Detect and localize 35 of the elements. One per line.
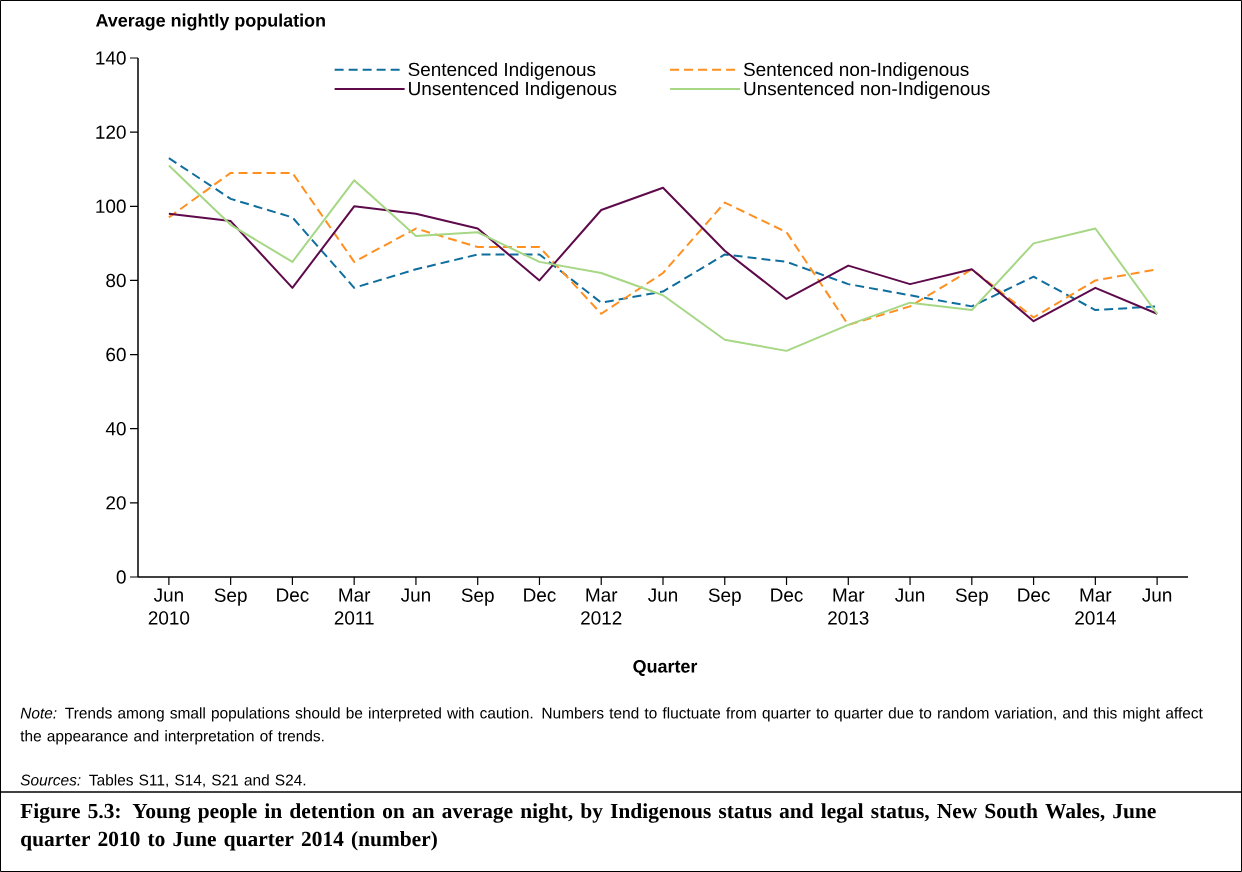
x-tick-label: Mar 2011 xyxy=(334,588,374,625)
y-axis-title: Average nightly population xyxy=(95,13,325,31)
x-tick-label: Jun xyxy=(895,588,925,602)
x-tick-label: Dec xyxy=(524,588,556,602)
x-tick-label: Mar 2014 xyxy=(1075,588,1116,625)
legend-label: Unsentenced Indigenous xyxy=(409,81,617,100)
x-tick-label: Jun xyxy=(400,588,430,602)
x-tick-label: Jun xyxy=(1142,588,1172,602)
legend-label: Sentenced Indigenous xyxy=(408,62,596,80)
y-tick-label: 40 xyxy=(105,422,126,436)
line-series xyxy=(167,164,1159,352)
x-tick-label: Jun xyxy=(648,588,678,602)
legend-label: Unsentenced non-Indigenous xyxy=(744,81,990,100)
y-tick-label: 20 xyxy=(106,496,126,510)
y-tick-label: 100 xyxy=(96,199,126,213)
y-tick-label: 60 xyxy=(106,347,126,362)
x-tick-label: Dec xyxy=(771,588,803,602)
y-tick-label: 120 xyxy=(96,125,126,139)
y-tick-label: 0 xyxy=(116,570,126,584)
y-tick-label: 80 xyxy=(106,273,126,288)
x-tick-label: Dec xyxy=(277,588,309,602)
x-tick-label: Jun 2010 xyxy=(148,588,190,625)
x-tick-label: Sep xyxy=(708,588,741,606)
x-tick-label: Sep xyxy=(461,588,494,606)
text: Note: Trends among small populations should be interpreted with caution. Numbers tend to fluctuate from quarter to quarter due to random variation, and this might affect the appearance and interpretation of trends. xyxy=(20,707,1203,745)
x-axis-title: Quarter xyxy=(633,659,698,677)
x-tick-label: Sep xyxy=(955,588,988,606)
text: Figure 5.3: Young people in detention on an average night, by Indigenous status and legal status, New South Wales, June quarter 2010 to June quarter 2014 (number) xyxy=(20,803,1156,851)
x-tick-label: Sep xyxy=(214,588,247,606)
x-tick-label: Mar 2013 xyxy=(828,588,869,625)
x-tick-label: Dec xyxy=(1018,588,1050,602)
text: Sources: Tables S11, S14, S21 and S24. xyxy=(20,774,306,788)
x-tick-label: Mar 2012 xyxy=(581,588,622,625)
y-tick-label: 140 xyxy=(96,51,126,65)
legend-label: Sentenced non-Indigenous xyxy=(743,62,969,80)
